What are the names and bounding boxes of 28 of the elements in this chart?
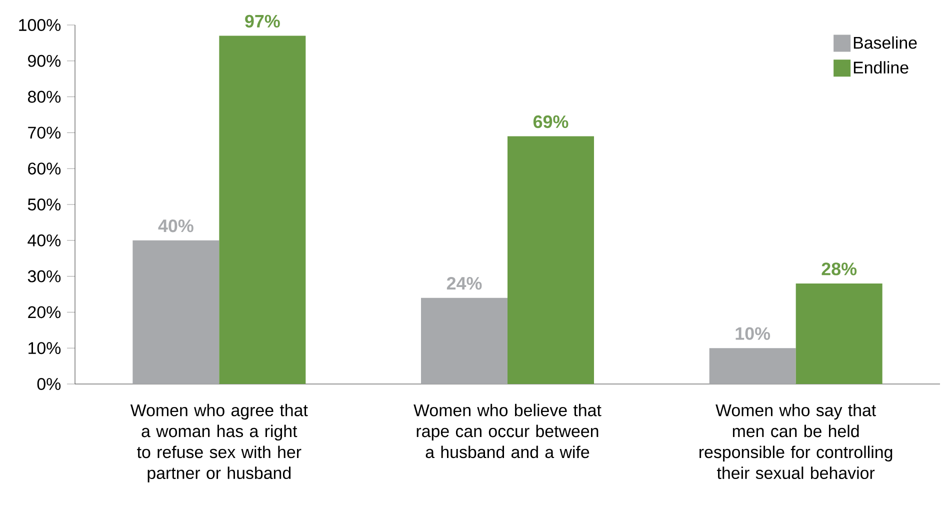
x-tick-label: Women who believe that rape can occur between a husband and a wife [414, 404, 602, 458]
x-tick-label: Women who say that men can be held responsible for controlling their sexual behavior [700, 404, 892, 480]
bar [421, 298, 508, 384]
y-tick-label: 70% [28, 126, 61, 139]
bar [508, 136, 594, 384]
data-label: 97% [245, 14, 280, 28]
y-tick-label: 60% [28, 162, 61, 175]
data-label: 24% [446, 276, 482, 290]
y-tick-label: 90% [28, 54, 61, 67]
bar [709, 348, 796, 384]
x-tick-label: Women who agree that a woman has a right to refuse sex with her partner or husband [130, 404, 308, 482]
y-tick-label: 10% [28, 342, 61, 354]
data-label: 69% [533, 115, 568, 128]
legend-label: Endline [854, 61, 908, 74]
y-tick-label: 40% [28, 234, 61, 246]
y-tick-label: 50% [28, 198, 61, 210]
y-tick-label: 30% [28, 270, 61, 282]
bar [219, 36, 306, 384]
data-label: 10% [736, 327, 770, 340]
bar [132, 240, 220, 384]
data-label: 40% [158, 219, 194, 232]
data-label: 28% [822, 262, 857, 276]
legend-label: Baseline [854, 36, 917, 49]
y-tick-label: 20% [28, 306, 61, 318]
y-tick-label: 100% [19, 19, 61, 31]
bar [796, 283, 882, 384]
y-tick-label: 0% [37, 378, 61, 390]
y-tick-label: 80% [28, 90, 61, 103]
